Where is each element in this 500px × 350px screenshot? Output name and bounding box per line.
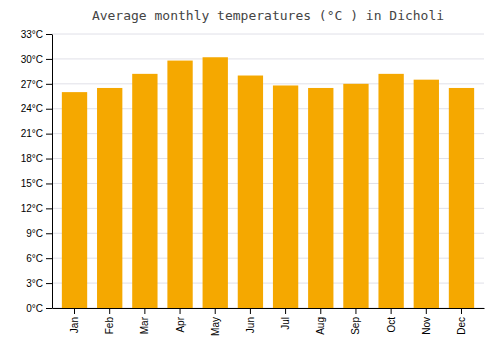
x-tick-mark xyxy=(461,308,462,314)
x-tick: Nov xyxy=(421,308,432,335)
y-tick-mark xyxy=(46,109,52,110)
x-tick-label: Feb xyxy=(104,317,115,335)
y-tick: 30°C xyxy=(21,54,52,65)
x-tick-mark xyxy=(144,308,145,314)
chart: 0°C 3°C 6°C 9°C 12°C 15°C 18°C 21°C 24°C 27°C 30°C… xyxy=(0,0,500,350)
bar xyxy=(343,84,368,308)
grid-line xyxy=(52,58,484,59)
y-tick-mark xyxy=(46,34,52,35)
y-tick-label: 24°C xyxy=(21,103,43,114)
y-tick-mark xyxy=(46,233,52,234)
y-tick: 6°C xyxy=(26,253,52,264)
plot: 0°C 3°C 6°C 9°C 12°C 15°C 18°C 21°C 24°C 27°C 30°C… xyxy=(21,29,485,336)
bar xyxy=(167,61,192,308)
x-tick-label: Mar xyxy=(139,316,150,334)
y-tick: 18°C xyxy=(21,153,52,164)
y-tick-label: 18°C xyxy=(21,153,43,164)
y-tick: 24°C xyxy=(21,103,52,114)
grid xyxy=(52,34,484,308)
x-tick-label: Apr xyxy=(175,316,186,332)
x-tick: Jul xyxy=(280,308,291,330)
title: Average monthly temperatures (°C ) in Di… xyxy=(92,8,444,23)
x-tick-mark xyxy=(74,308,75,314)
x-tick: Mar xyxy=(139,308,150,334)
x-tick-mark xyxy=(426,308,427,314)
bar xyxy=(308,88,333,308)
bar xyxy=(203,57,228,308)
y-tick: 21°C xyxy=(21,128,52,139)
y-tick-label: 30°C xyxy=(21,54,43,65)
y-tick-label: 3°C xyxy=(26,278,43,289)
y-tick: 9°C xyxy=(26,228,52,239)
x-tick-mark xyxy=(320,308,321,314)
y-tick: 33°C xyxy=(21,29,52,40)
y-tick-label: 6°C xyxy=(26,253,43,264)
x-tick-label: Jan xyxy=(69,317,80,333)
bar xyxy=(97,88,122,308)
y-tick-mark xyxy=(46,84,52,85)
y-tick-mark xyxy=(46,59,52,60)
x-tick-label: Dec xyxy=(456,317,467,335)
x-tick-label: Oct xyxy=(386,317,397,333)
x-axis: Jan Feb Mar Apr May Jun Jul Aug Sep Oct Nov Dec xyxy=(53,308,485,336)
y-tick-label: 27°C xyxy=(21,79,43,90)
y-tick-mark xyxy=(46,258,52,259)
y-tick-mark xyxy=(46,283,52,284)
x-tick-mark xyxy=(215,308,216,314)
y-tick-label: 33°C xyxy=(21,29,43,40)
x-tick-label: Aug xyxy=(315,317,326,335)
bar xyxy=(414,80,439,308)
x-tick-mark xyxy=(109,308,110,314)
x-tick-mark xyxy=(391,308,392,314)
x-tick-label: May xyxy=(210,317,221,336)
x-tick: Feb xyxy=(104,308,115,334)
y-tick-mark xyxy=(46,183,52,184)
y-axis: 0°C 3°C 6°C 9°C 12°C 15°C 18°C 21°C 24°C 27°C 30°C… xyxy=(21,29,53,314)
bar xyxy=(378,74,403,308)
x-tick: Jan xyxy=(69,308,80,333)
y-tick-label: 15°C xyxy=(21,178,43,189)
y-tick: 15°C xyxy=(21,178,52,189)
x-tick: Jun xyxy=(245,308,256,333)
x-tick-mark xyxy=(355,308,356,314)
x-tick-mark xyxy=(180,308,181,314)
x-tick-mark xyxy=(250,308,251,314)
x-tick: Oct xyxy=(386,308,397,333)
grid-line xyxy=(52,34,484,35)
x-tick-label: Nov xyxy=(421,317,432,335)
y-tick: 0°C xyxy=(26,303,52,314)
x-tick-mark xyxy=(285,308,286,314)
x-tick: May xyxy=(210,308,221,336)
x-tick: Apr xyxy=(175,308,186,333)
bar xyxy=(449,88,474,308)
y-tick-mark xyxy=(46,308,52,309)
x-tick-label: Sep xyxy=(350,317,361,335)
bar xyxy=(62,92,87,308)
y-tick-mark xyxy=(46,208,52,209)
y-tick-label: 0°C xyxy=(26,303,43,314)
y-axis-line xyxy=(52,35,53,309)
bar xyxy=(273,85,298,308)
bar xyxy=(132,74,157,308)
y-tick: 3°C xyxy=(26,278,52,289)
x-tick-label: Jun xyxy=(245,317,256,333)
y-tick-mark xyxy=(46,134,52,135)
x-tick: Aug xyxy=(315,308,326,335)
y-tick-label: 9°C xyxy=(26,228,43,239)
bars xyxy=(62,57,474,308)
y-tick-label: 21°C xyxy=(21,128,43,139)
x-axis-line xyxy=(53,308,485,309)
y-tick: 27°C xyxy=(21,79,52,90)
x-tick: Sep xyxy=(350,308,361,335)
y-tick-label: 12°C xyxy=(21,203,43,214)
y-tick: 12°C xyxy=(21,203,52,214)
y-tick-mark xyxy=(46,159,52,160)
bar xyxy=(238,76,263,308)
x-tick: Dec xyxy=(456,308,467,335)
x-tick-label: Jul xyxy=(280,317,291,330)
